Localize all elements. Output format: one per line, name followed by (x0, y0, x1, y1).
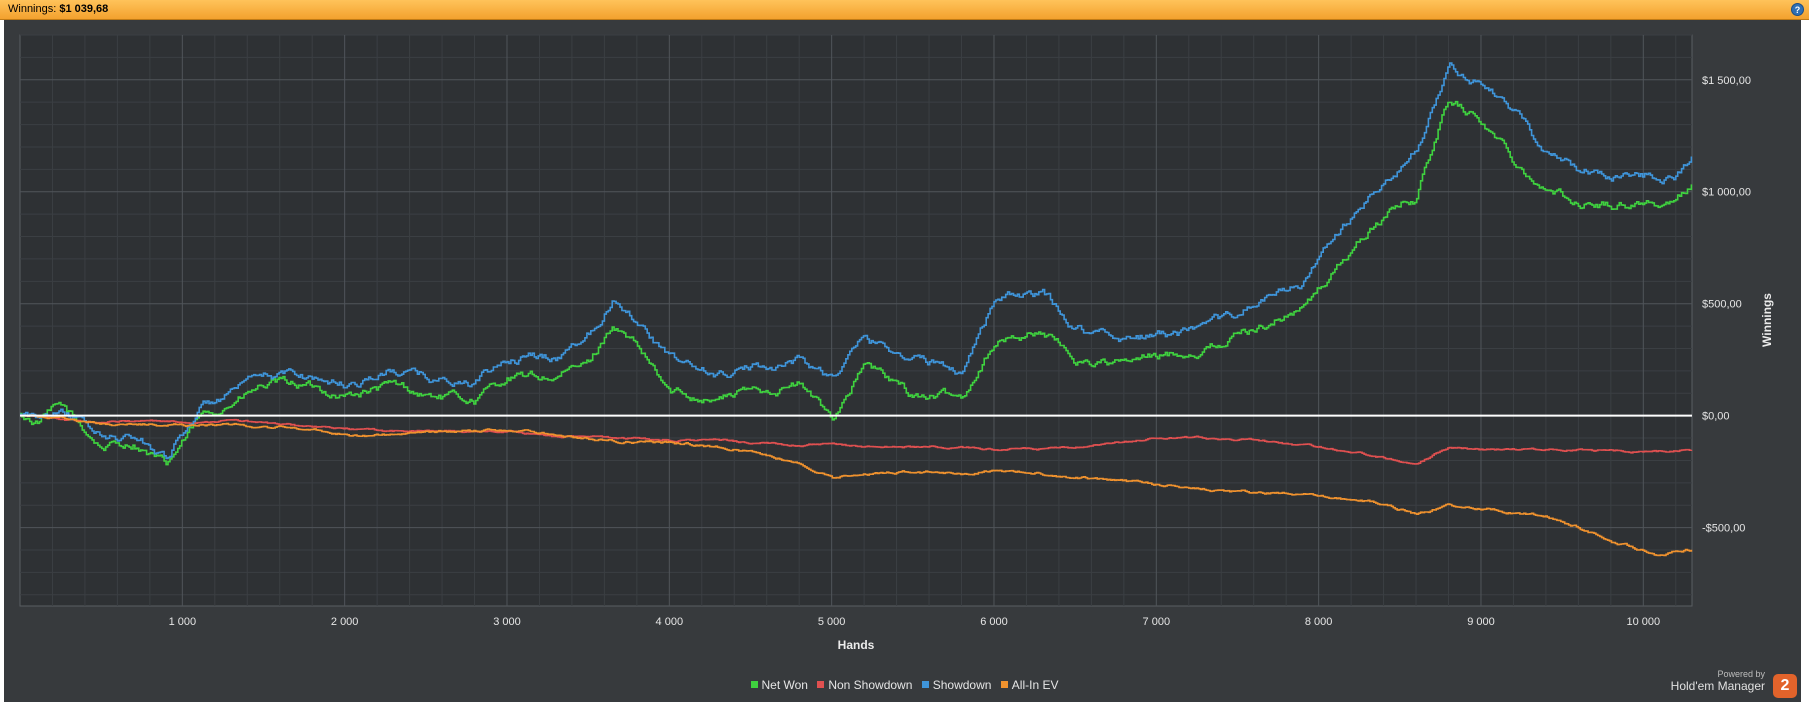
help-icon[interactable]: ? (1791, 3, 1804, 16)
x-axis-label: Hands (838, 638, 875, 652)
legend-swatch-showdown (921, 681, 929, 689)
legend-label-net-won: Net Won (761, 678, 808, 692)
legend-label-showdown: Showdown (932, 678, 992, 692)
y-tick-label: $0,00 (1702, 411, 1730, 423)
legend-label-all-in-ev: All-In EV (1011, 678, 1059, 692)
y-tick-label: -$500,00 (1702, 523, 1745, 535)
ticks: 1 000 2 000 3 000 4 000 5 000 6 000 7 000 8 000… (169, 75, 1751, 628)
x-tick-label: 10 000 (1626, 616, 1660, 628)
legend-item-net-won[interactable]: Net Won (750, 678, 808, 692)
legend-label-non-showdown: Non Showdown (828, 678, 913, 692)
series-line-non-showdown (20, 414, 1693, 465)
series-line-showdown (20, 62, 1693, 460)
plot-area (19, 34, 1693, 607)
x-tick-label: 1 000 (169, 616, 197, 628)
series-layer (20, 62, 1693, 557)
winnings-value: $1 039,68 (59, 3, 109, 15)
powered-by-brand: Hold'em Manager (1670, 679, 1765, 693)
x-tick-label: 5 000 (818, 616, 846, 628)
y-tick-label: $1 000,00 (1702, 187, 1751, 199)
frame-edge (1801, 20, 1809, 707)
powered-by-label: Powered by (1717, 669, 1765, 679)
legend-item-showdown[interactable]: Showdown (921, 678, 992, 692)
x-tick-label: 8 000 (1305, 616, 1333, 628)
y-tick-label: $1 500,00 (1702, 75, 1751, 87)
holdem-manager-logo: 2 (1773, 674, 1797, 698)
legend-item-all-in-ev[interactable]: All-In EV (1000, 678, 1059, 692)
legend-swatch-all-in-ev (1000, 681, 1008, 689)
y-tick-label: $500,00 (1702, 299, 1742, 311)
chart-title-bar: Winnings: $1 039,68 ? (0, 0, 1809, 20)
series-line-net-won (20, 100, 1693, 466)
x-tick-label: 7 000 (1143, 616, 1171, 628)
series-line-all-in-ev (20, 414, 1693, 557)
x-tick-label: 4 000 (656, 616, 684, 628)
legend-swatch-net-won (750, 681, 758, 689)
powered-by: Powered by Hold'em Manager (1671, 669, 1765, 693)
winnings-label: Winnings: (8, 3, 57, 15)
legend-swatch-non-showdown (817, 681, 825, 689)
x-tick-label: 3 000 (493, 616, 521, 628)
x-tick-label: 2 000 (331, 616, 359, 628)
winnings-summary: Winnings: $1 039,68 (8, 0, 108, 19)
legend: Net Won Non Showdown Showdown All-In EV (0, 678, 1809, 692)
x-tick-label: 9 000 (1467, 616, 1495, 628)
y-axis-label: Winnings (1760, 293, 1774, 347)
legend-item-non-showdown[interactable]: Non Showdown (817, 678, 912, 692)
grid (20, 34, 1692, 606)
x-tick-label: 6 000 (980, 616, 1008, 628)
